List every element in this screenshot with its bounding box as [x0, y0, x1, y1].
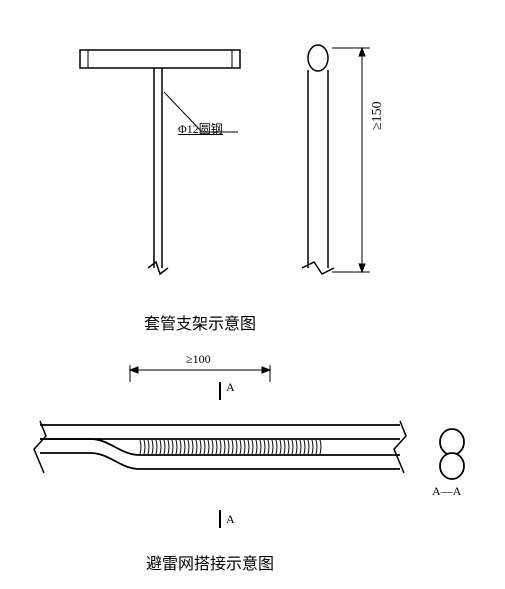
diagram-canvas — [0, 0, 505, 589]
section-view-label: A—A — [432, 484, 461, 499]
rod-spec-label: Φ12圆钢 — [178, 120, 223, 137]
dim-150-label: ≥150 — [370, 101, 386, 130]
dim-100-label: ≥100 — [186, 352, 211, 367]
figure2-title: 避雷网搭接示意图 — [146, 550, 274, 574]
section-mark-a-top: A — [226, 380, 235, 395]
section-mark-a-bottom: A — [226, 512, 235, 527]
figure1-title: 套管支架示意图 — [144, 310, 256, 334]
